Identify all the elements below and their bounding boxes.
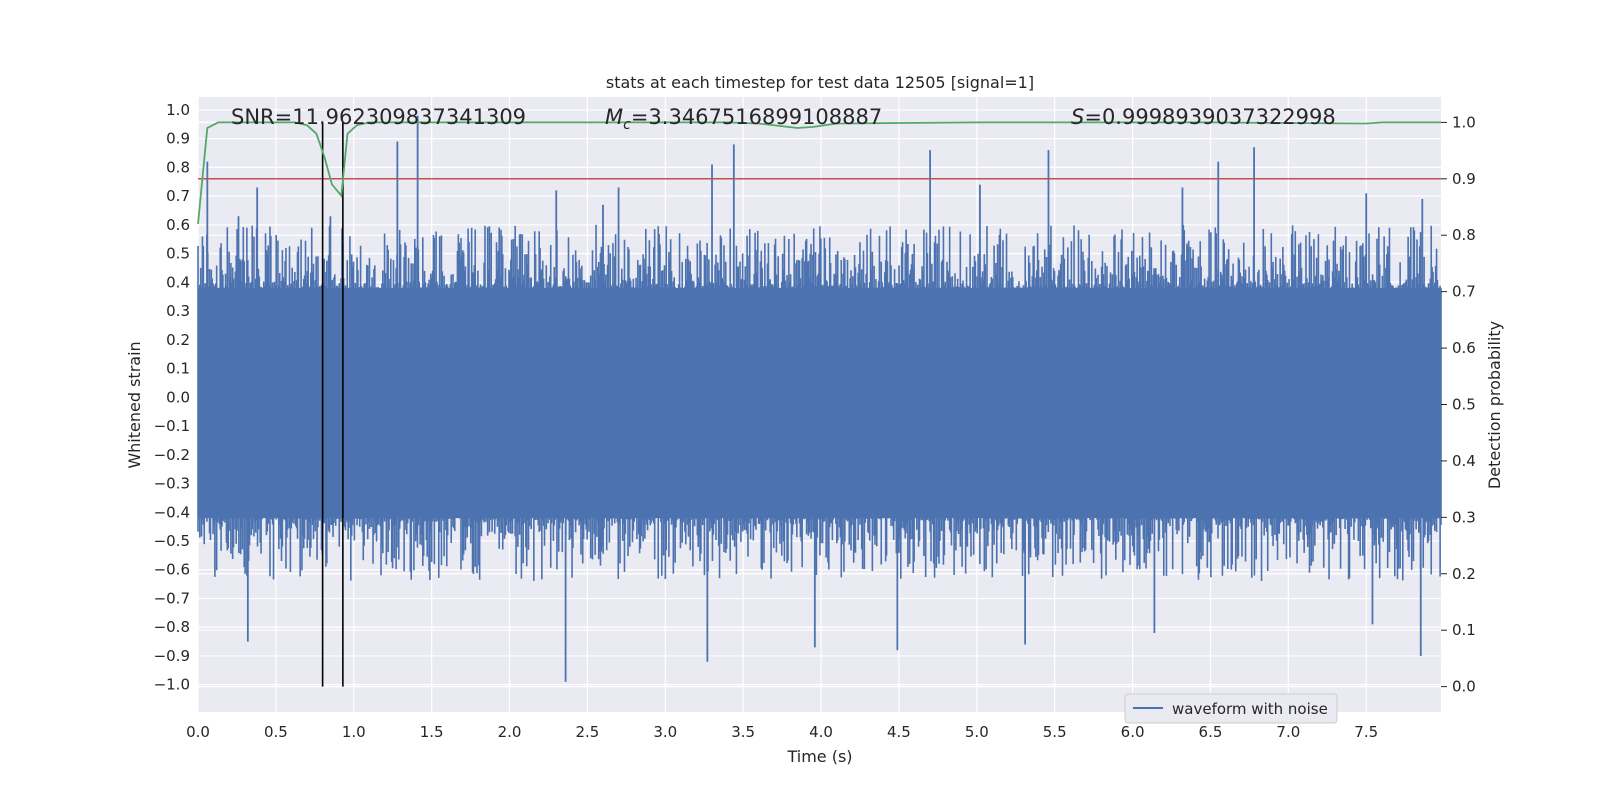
y-left-tick-label: 0.0	[166, 388, 190, 406]
legend: waveform with noise	[1124, 693, 1338, 724]
x-tick-label: 0.5	[264, 723, 288, 741]
y-left-tick-label: 1.0	[166, 101, 190, 119]
y-left-axis-label: Whitened strain	[125, 341, 144, 468]
chirp-mass-annotation: Mc=3.3467516899108887	[605, 105, 882, 133]
y-left-tick-label: −0.7	[154, 589, 190, 607]
y-left-axis-ticks: 1.0 0.9 0.8 0.7 0.6 0.5 0.4 0.3 0.2 0.1 0.0 −0.1 −0.…	[154, 101, 190, 694]
x-tick-label: 6.5	[1199, 723, 1223, 741]
x-tick-label: 6.0	[1121, 723, 1145, 741]
y-right-tick-label: 1.0	[1452, 113, 1476, 131]
x-tick-label: 3.5	[731, 723, 755, 741]
y-left-tick-label: −0.9	[154, 647, 190, 665]
x-tick-label: 5.5	[1043, 723, 1067, 741]
y-left-tick-label: −0.2	[154, 446, 190, 464]
x-tick-label: 7.5	[1354, 723, 1378, 741]
y-left-tick-label: 0.9	[166, 130, 190, 148]
y-right-tick-label: 0.9	[1452, 170, 1476, 188]
y-left-tick-label: −0.8	[154, 618, 190, 636]
legend-box	[1124, 693, 1338, 724]
x-tick-label: 2.5	[575, 723, 599, 741]
y-right-tick-label: 0.0	[1452, 678, 1476, 696]
y-right-tick-label: 0.3	[1452, 508, 1476, 526]
y-left-tick-label: −0.4	[154, 503, 190, 521]
statistic-annotation: S=0.9998939037322998	[1071, 105, 1336, 129]
detection-probability-line	[197, 121, 1441, 224]
x-tick-label: 0.0	[186, 723, 210, 741]
x-tick-label: 5.0	[965, 723, 989, 741]
x-tick-label: 4.0	[809, 723, 833, 741]
waveform-noise-trace	[197, 224, 1442, 581]
overlay-lines	[197, 121, 1441, 687]
y-right-axis-ticks: 1.0 0.9 0.8 0.7 0.6 0.5 0.4 0.3 0.2 0.1 0.0	[1441, 113, 1476, 696]
y-right-tick-label: 0.2	[1452, 565, 1476, 583]
y-left-tick-label: 0.6	[166, 216, 190, 234]
y-right-tick-label: 0.5	[1452, 396, 1476, 414]
legend-label: waveform with noise	[1172, 700, 1328, 718]
waveform-series	[197, 115, 1442, 682]
y-right-tick-label: 0.6	[1452, 339, 1476, 357]
x-tick-label: 4.5	[887, 723, 911, 741]
y-left-tick-label: 0.1	[166, 360, 190, 378]
y-left-tick-label: −0.1	[154, 417, 190, 435]
x-tick-label: 1.0	[342, 723, 366, 741]
y-left-tick-label: 0.2	[166, 331, 190, 349]
x-tick-label: 1.5	[420, 723, 444, 741]
y-left-tick-label: −0.6	[154, 561, 190, 579]
y-left-tick-label: 0.7	[166, 187, 190, 205]
x-tick-label: 2.0	[498, 723, 522, 741]
y-right-tick-label: 0.7	[1452, 283, 1476, 301]
chart-title: stats at each timestep for test data 125…	[606, 73, 1034, 92]
y-right-tick-label: 0.1	[1452, 621, 1476, 639]
x-axis-label: Time (s)	[786, 747, 852, 766]
y-right-tick-label: 0.8	[1452, 226, 1476, 244]
y-left-tick-label: 0.5	[166, 245, 190, 263]
y-left-tick-label: −0.3	[154, 475, 190, 493]
x-axis-ticks: 0.0 0.5 1.0 1.5 2.0 2.5 3.0 3.5 4.0 4.5 5.0 5.5 6.0 6…	[186, 723, 1378, 741]
y-left-tick-label: 0.3	[166, 302, 190, 320]
x-tick-label: 3.0	[653, 723, 677, 741]
y-left-tick-label: 0.4	[166, 273, 190, 291]
x-tick-label: 7.0	[1276, 723, 1300, 741]
y-left-tick-label: −1.0	[154, 676, 190, 694]
y-right-tick-label: 0.4	[1452, 452, 1476, 470]
snr-annotation: SNR=11.962309837341309	[231, 105, 526, 129]
y-left-tick-label: −0.5	[154, 532, 190, 550]
y-right-axis-label: Detection probability	[1485, 321, 1504, 489]
y-left-tick-label: 0.8	[166, 158, 190, 176]
